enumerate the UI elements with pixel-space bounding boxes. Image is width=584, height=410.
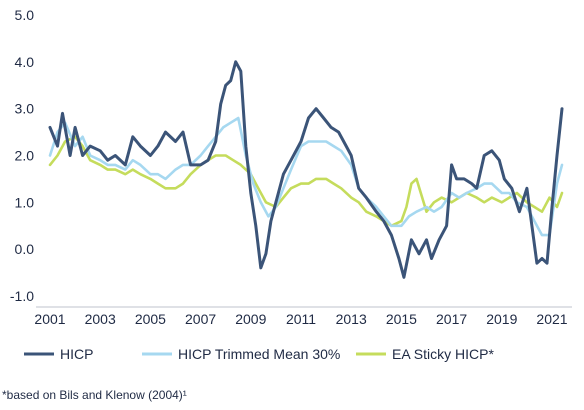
y-tick-label: -1.0 (10, 288, 34, 304)
x-tick-label: 2015 (386, 311, 417, 327)
series-line-hicp-trimmed-mean-30 (48, 116, 564, 237)
x-axis-ticks: 2001 2003 2005 2007 2009 2011 2013 2015 2017 2019… (34, 311, 567, 327)
x-tick-label: 2017 (436, 311, 467, 327)
y-tick-label: 4.0 (15, 54, 35, 70)
legend: HICP HICP Trimmed Mean 30% EA Sticky HICP* (24, 346, 494, 362)
x-tick-label: 2011 (286, 311, 316, 327)
x-tick-label: 2013 (336, 311, 367, 327)
series-line-hicp (48, 60, 564, 279)
x-tick-label: 2003 (85, 311, 116, 327)
x-tick-label: 2001 (34, 311, 65, 327)
legend-label: EA Sticky HICP* (392, 346, 494, 362)
footnote: *based on Bils and Klenow (2004)¹ (2, 388, 187, 402)
x-tick-label: 2005 (135, 311, 166, 327)
legend-label: HICP (60, 346, 93, 362)
x-tick-label: 2019 (486, 311, 517, 327)
line-chart: 5.04.03.02.01.00.0-1.0 2001 2003 2005 2007 2… (10, 7, 572, 362)
y-tick-label: 3.0 (15, 101, 35, 117)
x-tick-label: 2021 (536, 311, 567, 327)
x-tick-label: 2007 (185, 311, 216, 327)
y-tick-label: 0.0 (15, 241, 35, 257)
series-line-ea-sticky-hicp (48, 135, 564, 228)
y-tick-label: 1.0 (15, 194, 35, 210)
series-lines (48, 60, 564, 279)
y-tick-label: 5.0 (15, 7, 35, 23)
x-tick-label: 2009 (235, 311, 266, 327)
legend-label: HICP Trimmed Mean 30% (178, 346, 340, 362)
y-tick-label: 2.0 (15, 148, 35, 164)
y-axis-ticks: 5.0 4.0 3.0 2.0 1.0 0.0 -1.0 (10, 7, 34, 304)
